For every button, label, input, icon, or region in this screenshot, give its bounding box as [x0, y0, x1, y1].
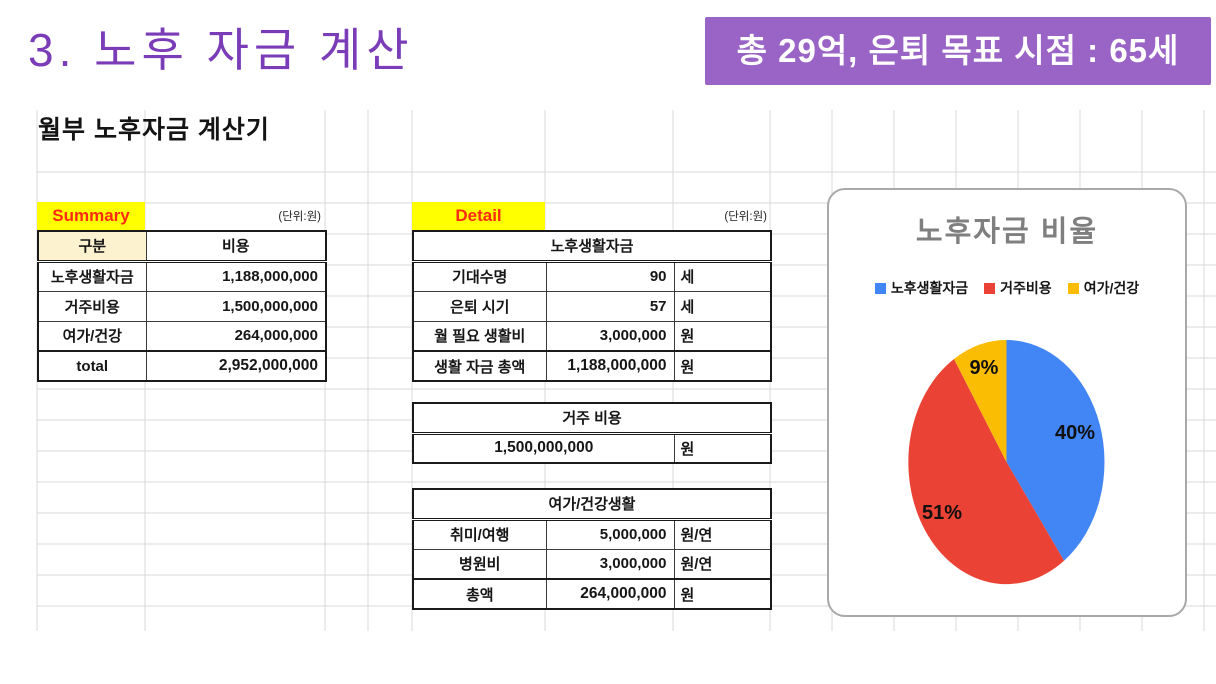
- section-title: 거주 비용: [412, 402, 772, 435]
- row-value: 1,188,000,000: [145, 260, 327, 292]
- row-value: 1,500,000,000: [145, 290, 327, 322]
- table-row: 병원비 3,000,000 원/연: [412, 548, 772, 580]
- row-label: 병원비: [412, 548, 547, 580]
- row-value: 3,000,000: [545, 548, 675, 580]
- row-label: total: [37, 350, 147, 382]
- row-value: 57: [545, 290, 675, 322]
- row-label: 총액: [412, 578, 547, 610]
- pie-label-51: 51%: [922, 502, 962, 524]
- legend-label: 거주비용: [1000, 280, 1052, 296]
- section-header-row: 여가/건강생활: [412, 488, 772, 521]
- chart-title: 노후자금 비율: [915, 216, 1099, 248]
- legend-swatch-red: [984, 282, 996, 294]
- pie-chart: 40% 51% 9%: [908, 340, 1105, 585]
- legend-swatch-yellow: [1067, 282, 1079, 294]
- section-header-row: 거주 비용: [412, 402, 772, 435]
- section-title: 여가/건강생활: [412, 488, 772, 521]
- pie-label-9: 9%: [970, 357, 999, 379]
- summary-table: 구분 비용 노후생활자금 1,188,000,000 거주비용 1,500,00…: [37, 230, 327, 382]
- row-label: 생활 자금 총액: [412, 350, 547, 382]
- row-unit: 세: [673, 290, 772, 322]
- row-unit: 원/연: [673, 548, 772, 580]
- table-total-row: total 2,952,000,000: [37, 350, 327, 382]
- row-label: 기대수명: [412, 260, 547, 292]
- row-value: 264,000,000: [145, 320, 327, 352]
- leisure-health-table: 여가/건강생활 취미/여행 5,000,000 원/연 병원비 3,000,00…: [412, 488, 772, 610]
- summary-tag: Summary: [37, 202, 145, 230]
- legend-item-leisure: 여가/건강: [1067, 278, 1140, 298]
- table-row: 월 필요 생활비 3,000,000 원: [412, 320, 772, 352]
- legend-label: 여가/건강: [1083, 280, 1140, 296]
- table-header-row: 구분 비용: [37, 230, 327, 263]
- row-value: 2,952,000,000: [145, 350, 327, 382]
- row-unit: 세: [673, 260, 772, 292]
- table-total-row: 생활 자금 총액 1,188,000,000 원: [412, 350, 772, 382]
- row-value: 264,000,000: [545, 578, 675, 610]
- column-header-cost: 비용: [145, 230, 327, 263]
- legend-label: 노후생활자금: [890, 280, 969, 296]
- row-unit: 원: [673, 432, 772, 464]
- table-row: 거주비용 1,500,000,000: [37, 290, 327, 322]
- chart-legend: 노후생활자금 거주비용 여가/건강: [829, 278, 1185, 298]
- calculator-title: 월부 노후자금 계산기: [38, 116, 270, 144]
- goal-badge: 총 29억, 은퇴 목표 시점 : 65세: [705, 17, 1211, 85]
- life-fund-table: 노후생활자금 기대수명 90 세 은퇴 시기 57 세 월 필요 생활비 3,0…: [412, 230, 772, 382]
- table-row: 기대수명 90 세: [412, 260, 772, 292]
- section-header-row: 노후생활자금: [412, 230, 772, 263]
- row-value: 3,000,000: [545, 320, 675, 352]
- legend-item-life: 노후생활자금: [874, 278, 969, 298]
- row-unit: 원/연: [673, 518, 772, 550]
- table-row: 취미/여행 5,000,000 원/연: [412, 518, 772, 550]
- table-row: 은퇴 시기 57 세: [412, 290, 772, 322]
- summary-unit-note: (단위:원): [278, 211, 321, 223]
- row-unit: 원: [673, 578, 772, 610]
- column-header-category: 구분: [37, 230, 147, 263]
- housing-cost-table: 거주 비용 1,500,000,000 원: [412, 402, 772, 464]
- detail-tag: Detail: [412, 202, 545, 230]
- row-label: 취미/여행: [412, 518, 547, 550]
- row-label: 월 필요 생활비: [412, 320, 547, 352]
- legend-item-housing: 거주비용: [984, 278, 1052, 298]
- pie-chart-card: 노후자금 비율 노후생활자금 거주비용 여가/건강 40% 51% 9%: [827, 188, 1187, 617]
- table-row: 여가/건강 264,000,000: [37, 320, 327, 352]
- pie-label-40: 40%: [1055, 422, 1095, 444]
- table-row: 1,500,000,000 원: [412, 432, 772, 464]
- pie-slice-leisure: [954, 340, 1007, 462]
- section-title: 노후생활자금: [412, 230, 772, 263]
- row-value: 1,500,000,000: [412, 432, 675, 464]
- table-total-row: 총액 264,000,000 원: [412, 578, 772, 610]
- row-label: 여가/건강: [37, 320, 147, 352]
- row-unit: 원: [673, 350, 772, 382]
- table-row: 노후생활자금 1,188,000,000: [37, 260, 327, 292]
- row-value: 1,188,000,000: [545, 350, 675, 382]
- legend-swatch-blue: [874, 282, 886, 294]
- row-label: 노후생활자금: [37, 260, 147, 292]
- row-unit: 원: [673, 320, 772, 352]
- pie-slice-housing: [908, 359, 1065, 585]
- row-label: 거주비용: [37, 290, 147, 322]
- row-value: 5,000,000: [545, 518, 675, 550]
- detail-unit-note: (단위:원): [724, 211, 767, 223]
- page-title: 3. 노후 자금 계산: [28, 24, 414, 76]
- row-value: 90: [545, 260, 675, 292]
- row-label: 은퇴 시기: [412, 290, 547, 322]
